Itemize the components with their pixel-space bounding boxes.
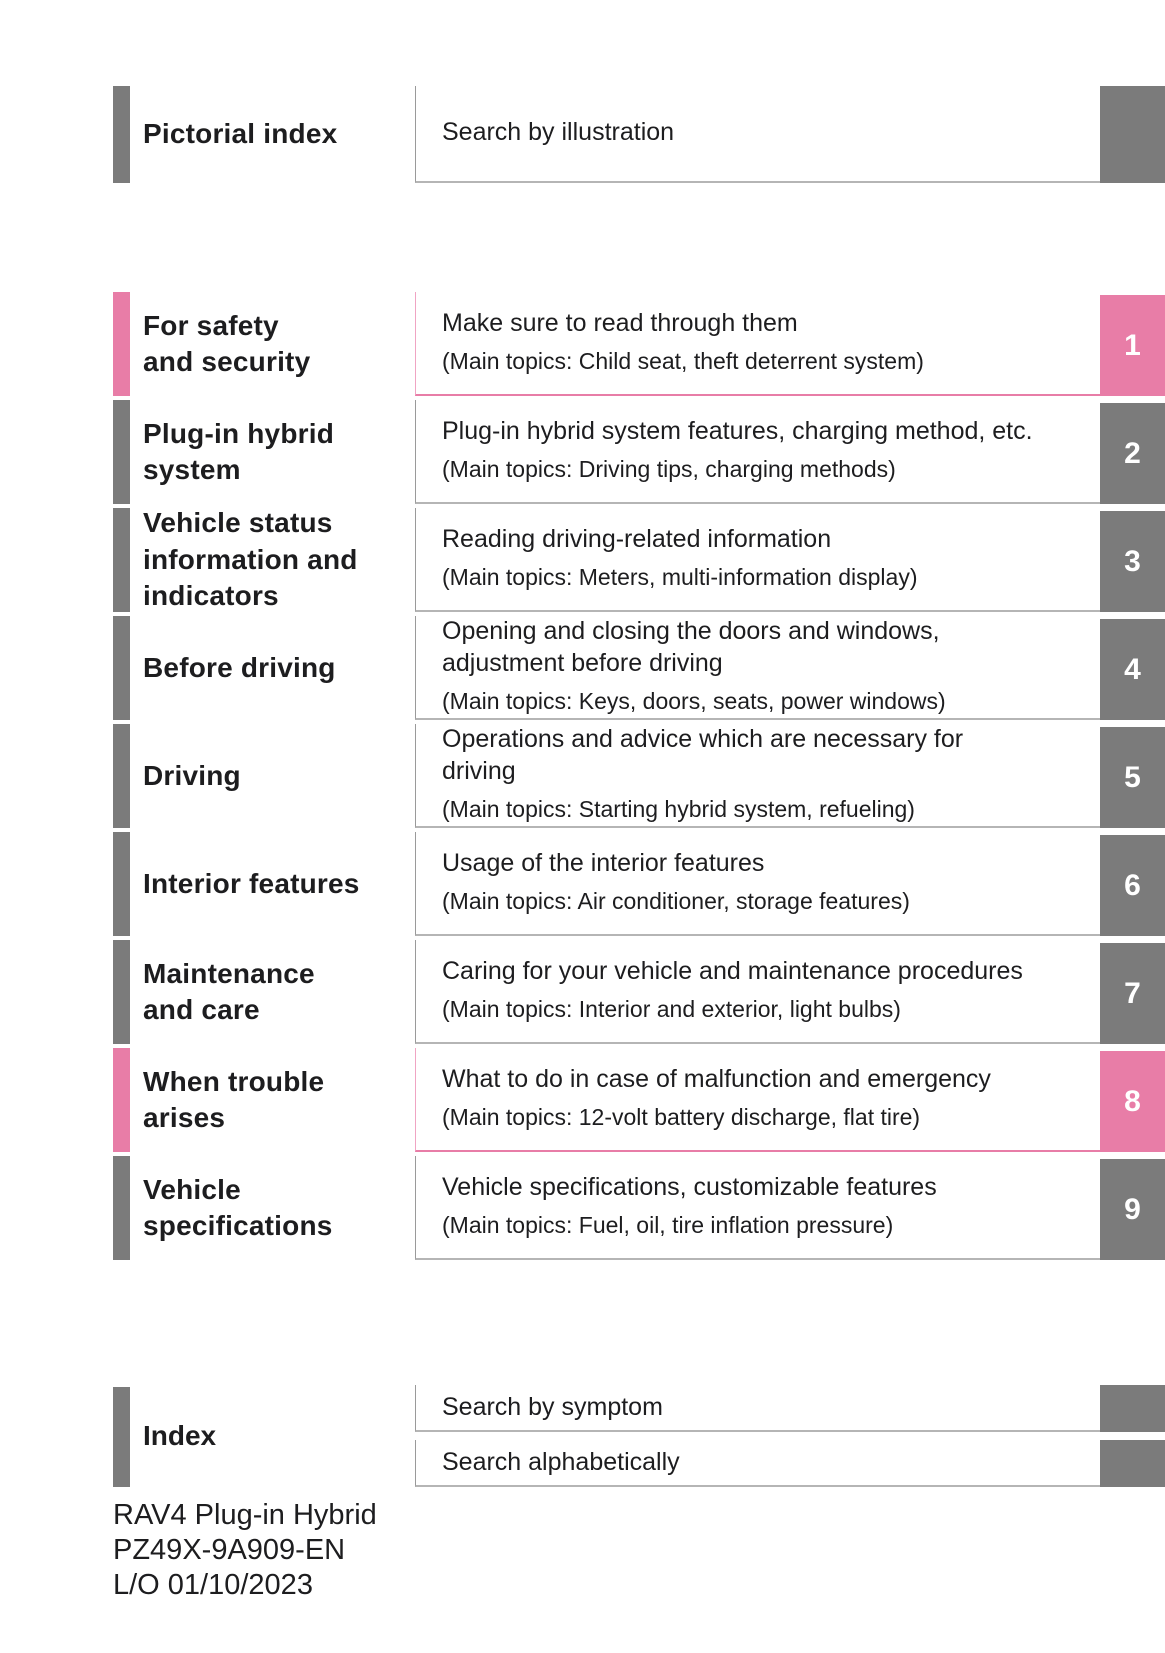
toc-section-row-7[interactable]: Maintenance and care Caring for your veh… [113,940,1165,1044]
section-description: Opening and closing the doors and window… [442,617,940,677]
section-title: Maintenance and care [143,957,315,1025]
section-description: Operations and advice which are necessar… [442,725,964,785]
toc-section-row-9[interactable]: Vehicle specifications Vehicle specifica… [113,1156,1165,1260]
section-description-box: Caring for your vehicle and maintenance … [415,940,1165,1044]
section-title: Interior features [143,867,360,899]
section-description: What to do in case of malfunction and em… [442,1064,991,1093]
section-description: Search by illustration [442,117,675,146]
section-number-tab: 8 [1100,1051,1165,1152]
section-title: Driving [143,759,241,791]
index-row-label: Search by symptom [442,1393,663,1421]
section-description-box: Usage of the interior features (Main top… [415,832,1165,936]
section-description: Vehicle specifications, customizable fea… [442,1172,937,1201]
toc-section-row-2[interactable]: Plug-in hybrid system Plug-in hybrid sys… [113,400,1165,504]
section-color-bar [113,832,130,936]
section-description: Plug-in hybrid system features, charging… [442,416,1033,445]
section-description-box: Operations and advice which are necessar… [415,724,1165,828]
section-description-box: Reading driving-related information (Mai… [415,508,1165,612]
section-main-topics: (Main topics: Air conditioner, storage f… [442,888,910,915]
section-number-tab: 1 [1100,295,1165,396]
section-description: Caring for your vehicle and maintenance … [442,956,1023,985]
section-description-box: Search by illustration [415,86,1165,183]
section-color-bar [113,400,130,504]
section-color-bar [113,616,130,720]
section-color-bar [113,1048,130,1152]
section-edge-tab [1100,1385,1165,1432]
section-title: Vehicle status information and indicator… [143,507,358,612]
section-color-bar [113,1387,130,1487]
section-edge-tab [1100,86,1165,183]
footer-publication-info: RAV4 Plug-in Hybrid PZ49X-9A909-EN L/O 0… [113,1499,377,1601]
section-main-topics: (Main topics: 12-volt battery discharge,… [442,1104,921,1131]
toc-index-block: Index Search by symptom Search alphabeti… [113,1385,1165,1487]
section-main-topics: (Main topics: Child seat, theft deterren… [442,348,924,375]
section-main-topics: (Main topics: Fuel, oil, tire inflation … [442,1212,894,1239]
section-description: Reading driving-related information [442,524,832,553]
toc-section-row-3[interactable]: Vehicle status information and indicator… [113,507,1165,612]
section-main-topics: (Main topics: Meters, multi-information … [442,564,918,591]
section-color-bar [113,1156,130,1260]
section-description: Make sure to read through them [442,308,798,337]
section-main-topics: (Main topics: Keys, doors, seats, power … [442,688,946,715]
toc-row-pictorial-index[interactable]: Pictorial index Search by illustration [113,86,1165,183]
section-number-tab: 3 [1100,511,1165,612]
section-title: For safety and security [143,309,311,377]
section-description-box: What to do in case of malfunction and em… [415,1048,1165,1152]
index-row-label: Search alphabetically [442,1448,680,1476]
section-color-bar [113,86,130,183]
section-title: Vehicle specifications [143,1173,333,1241]
section-number-tab: 7 [1100,943,1165,1044]
section-color-bar [113,724,130,828]
section-description-box: Opening and closing the doors and window… [415,616,1165,720]
toc-section-row-5[interactable]: Driving Operations and advice which are … [113,724,1165,828]
section-number-tab: 4 [1100,619,1165,720]
section-color-bar [113,508,130,612]
section-description: Usage of the interior features [442,848,765,877]
toc-section-row-4[interactable]: Before driving Opening and closing the d… [113,616,1165,720]
section-title: Before driving [143,651,336,683]
toc-section-row-8[interactable]: When trouble arises What to do in case o… [113,1048,1165,1152]
section-title: When trouble arises [143,1065,325,1133]
section-description-box: Make sure to read through them (Main top… [415,292,1165,396]
section-main-topics: (Main topics: Starting hybrid system, re… [442,796,915,823]
section-main-topics: (Main topics: Interior and exterior, lig… [442,996,901,1023]
section-number-tab: 6 [1100,835,1165,936]
section-edge-tab [1100,1440,1165,1487]
section-title: Pictorial index [143,118,338,150]
index-row-search-alphabetically[interactable]: Search alphabetically [415,1440,1165,1487]
section-color-bar [113,940,130,1044]
section-description-box: Vehicle specifications, customizable fea… [415,1156,1165,1260]
index-title: Index [143,1420,217,1451]
index-row-search-by-symptom[interactable]: Search by symptom [415,1385,1165,1432]
section-number-tab: 5 [1100,727,1165,828]
section-main-topics: (Main topics: Driving tips, charging met… [442,456,896,483]
section-number-tab: 9 [1100,1159,1165,1260]
section-number-tab: 2 [1100,403,1165,504]
section-title: Plug-in hybrid system [143,417,335,485]
section-description-box: Plug-in hybrid system features, charging… [415,400,1165,504]
toc-section-row-1[interactable]: For safety and security Make sure to rea… [113,292,1165,396]
toc-section-row-6[interactable]: Interior features Usage of the interior … [113,832,1165,936]
section-color-bar [113,292,130,396]
